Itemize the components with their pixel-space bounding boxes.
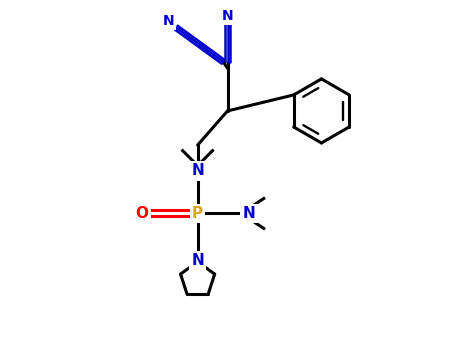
Text: O: O (136, 206, 149, 221)
Text: P: P (192, 206, 203, 221)
Text: N: N (191, 253, 204, 268)
Text: N: N (191, 163, 204, 178)
Text: N: N (163, 14, 174, 28)
Text: N: N (243, 206, 255, 221)
Text: N: N (222, 9, 233, 23)
